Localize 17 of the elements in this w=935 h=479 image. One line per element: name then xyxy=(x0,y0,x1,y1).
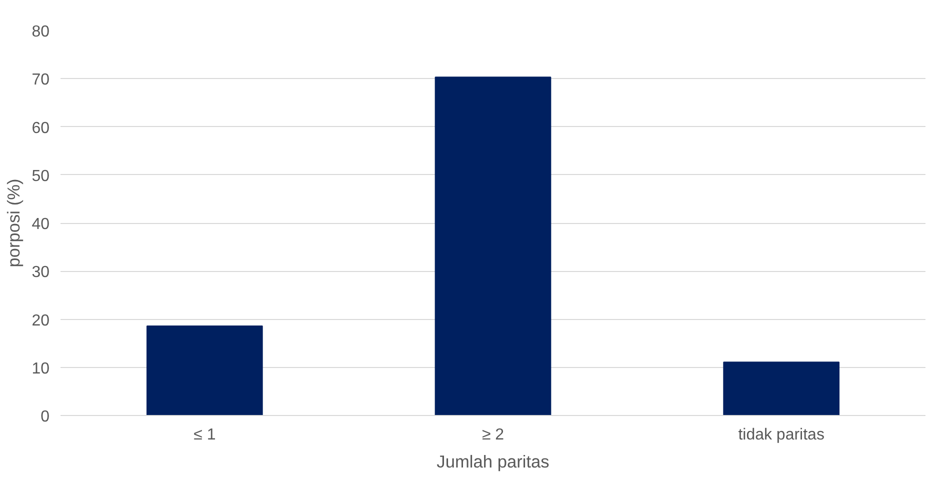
y-axis-title: porposi (%) xyxy=(4,178,24,268)
y-tick-label: 70 xyxy=(32,72,50,89)
x-tick-label: ≥ 2 xyxy=(482,426,504,444)
bar xyxy=(146,325,263,416)
y-tick-label: 10 xyxy=(32,360,50,378)
y-tick-label: 80 xyxy=(32,24,50,40)
x-tick-label: tidak paritas xyxy=(738,426,824,444)
bar xyxy=(723,362,840,416)
y-tick-label: 20 xyxy=(32,312,50,330)
y-tick-label: 60 xyxy=(32,120,50,137)
y-tick-label: 40 xyxy=(32,216,50,233)
y-tick-label: 0 xyxy=(40,408,50,426)
x-axis-title: Jumlah paritas xyxy=(436,452,550,472)
x-tick-label: ≤ 1 xyxy=(194,426,216,444)
y-tick-label: 50 xyxy=(32,168,50,185)
y-tick-label: 30 xyxy=(32,264,50,282)
bar xyxy=(434,76,552,416)
